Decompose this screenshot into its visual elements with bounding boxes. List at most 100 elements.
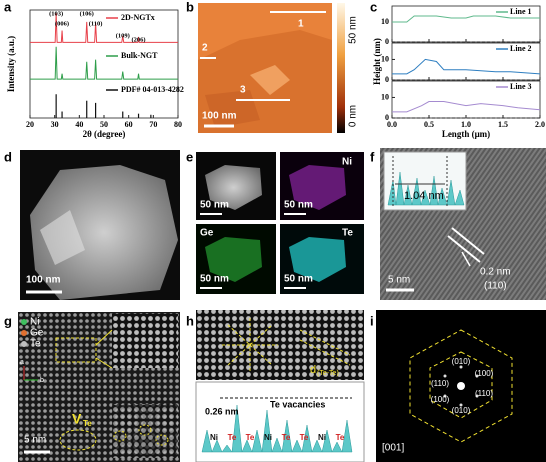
panel-label: i <box>370 313 374 328</box>
distance-symbol: d <box>310 364 316 376</box>
x-tick-label: 1.0 <box>461 120 471 129</box>
x-tick-label: 70 <box>149 120 157 129</box>
x-tick-label: 30 <box>51 120 59 129</box>
scale-bar-label: 50 nm <box>284 200 313 211</box>
legend-label: Ni <box>30 317 39 328</box>
series-line <box>392 58 541 75</box>
x-tick-label: 80 <box>174 120 182 129</box>
scale-bar-label: 5 nm <box>388 275 410 286</box>
colorbar-label: 0 nm <box>348 105 359 127</box>
y-tick-label: 0 <box>385 75 389 84</box>
atom-label: Te <box>228 433 237 442</box>
fft-image <box>376 310 546 462</box>
spacing-label: 1.04 nm <box>404 190 444 202</box>
panel-label: g <box>4 313 12 328</box>
atom-label: Ni <box>264 433 272 442</box>
element-label: Ni <box>342 157 352 168</box>
legend-label: Line 2 <box>510 44 532 53</box>
distance-subscript: (Te-Te) <box>317 370 339 377</box>
x-tick-label: 40 <box>75 120 83 129</box>
peak-label: (103) <box>49 10 63 17</box>
region-label: 2 <box>202 43 208 54</box>
spot-label: (100) <box>475 369 494 378</box>
scale-bar-label: 50 nm <box>284 274 313 285</box>
x-axis-label: 2θ (degree) <box>83 129 126 139</box>
panel-label: f <box>370 149 375 164</box>
spot-label: (110) <box>475 389 493 398</box>
plane-label: (110) <box>484 281 507 292</box>
stem-image <box>18 312 180 462</box>
x-tick-label: 2.0 <box>535 120 545 129</box>
y-axis-label: Intensity (a.u.) <box>6 36 16 92</box>
x-tick-label: 50 <box>100 120 108 129</box>
y-axis-label: Height (nm) <box>372 38 382 85</box>
atom-label: Ni <box>210 433 218 442</box>
panel-label: c <box>370 0 377 14</box>
afm-image <box>198 3 345 133</box>
spacing-label: 0.26 nm <box>205 406 239 416</box>
haadf-image <box>20 150 180 300</box>
scale-bar-label: 5 nm <box>24 435 46 446</box>
colorbar-label: 50 nm <box>348 16 359 44</box>
spot-label: (010) <box>452 406 471 415</box>
y-tick-label: 10 <box>381 17 389 26</box>
series-line <box>30 46 178 80</box>
spot-label: (010) <box>452 357 471 366</box>
atom-label: Ni <box>318 433 326 442</box>
x-tick-label: 0.5 <box>424 120 434 129</box>
series-line <box>392 101 541 113</box>
legend-label: 2D-NGTx <box>121 13 155 22</box>
element-label: Ge <box>200 228 214 239</box>
vacancy-label: V <box>72 411 82 427</box>
element-label: Te <box>342 228 353 239</box>
peak-label: (109) <box>116 32 130 39</box>
legend-label: Line 3 <box>510 82 532 91</box>
x-axis-label: Length (μm) <box>442 129 490 139</box>
peak-label: (006) <box>55 20 69 27</box>
series-line <box>392 15 540 23</box>
scale-bar-label: 100 nm <box>202 111 237 122</box>
scale-bar-label: 100 nm <box>26 275 61 286</box>
spot-label: (110) <box>431 379 449 388</box>
atom-label: Te <box>336 433 345 442</box>
region-label: 1 <box>298 19 304 30</box>
atom-label: Te <box>300 433 309 442</box>
panel-label: e <box>186 149 193 164</box>
x-tick-label: 60 <box>125 120 133 129</box>
x-tick-label: 0.0 <box>387 120 397 129</box>
legend-label: Ge <box>30 328 44 339</box>
atom-label: Te <box>246 433 255 442</box>
peak-label: (106) <box>80 10 94 17</box>
plot-frame <box>29 9 179 119</box>
panel-label: d <box>4 149 12 164</box>
hrtem-image <box>380 148 546 300</box>
spot-label: (100) <box>431 395 450 404</box>
region-label: 3 <box>240 85 246 96</box>
note: Te vacancies <box>270 399 325 409</box>
axis-label: a <box>20 359 24 366</box>
legend-label: Line 1 <box>510 7 532 16</box>
y-tick-label: 10 <box>381 92 389 101</box>
peak-label: (206) <box>131 36 145 43</box>
atomic-image <box>195 310 365 462</box>
zone-axis: [001] <box>382 443 404 454</box>
legend-label: Te <box>30 339 41 350</box>
atom-label: Te <box>282 433 291 442</box>
eds-maps <box>196 152 364 294</box>
y-tick-label: 0 <box>385 113 389 122</box>
panel-label: a <box>4 0 12 14</box>
legend-label: Bulk-NGT <box>121 51 158 60</box>
panel-label: h <box>186 313 194 328</box>
y-tick-label: 0 <box>385 37 389 46</box>
x-tick-label: 1.5 <box>498 120 508 129</box>
series-line <box>30 13 178 43</box>
panel-label: b <box>186 0 194 14</box>
atom-labels: Ni Te Te Ni Te Te Ni Te <box>210 433 345 442</box>
legend-label: PDF# 04-013-4282 <box>121 85 184 94</box>
x-tick-label: 20 <box>26 120 34 129</box>
scale-bar-label: 50 nm <box>200 274 229 285</box>
y-tick-label: 10 <box>381 54 389 63</box>
axis-label: b <box>40 377 44 384</box>
vacancy-subscript: Te <box>83 419 92 428</box>
